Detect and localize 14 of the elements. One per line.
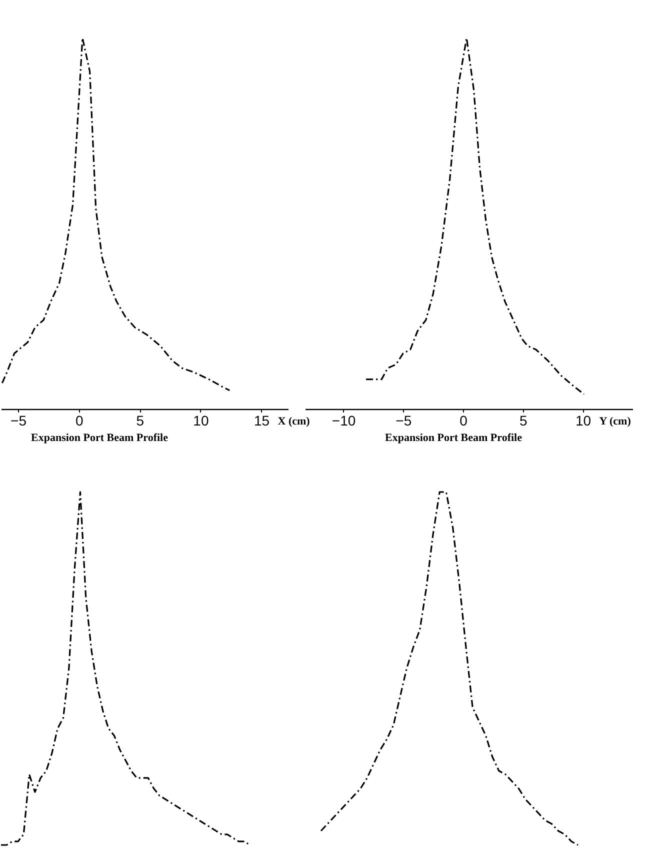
text: Expansion Port Beam Profile bbox=[385, 432, 522, 444]
x-tick-label: 15 bbox=[254, 412, 270, 428]
x-axis-title: X (cm) bbox=[278, 416, 310, 428]
x-tick-label: −5 bbox=[10, 412, 27, 428]
x-tick-label: 5 bbox=[136, 412, 144, 428]
x-tick-label: 5 bbox=[519, 412, 528, 428]
x-tick-label: −5 bbox=[396, 412, 412, 428]
x-tick-label: 0 bbox=[460, 412, 468, 428]
x-tick-label: 10 bbox=[575, 412, 592, 428]
text: Expansion Port Beam Profile bbox=[31, 432, 168, 444]
x-tick-label: −10 bbox=[332, 412, 356, 428]
x-tick-label: 0 bbox=[75, 412, 84, 428]
x-axis-title: Y (cm) bbox=[599, 416, 632, 428]
x-tick-label: 10 bbox=[193, 412, 209, 428]
